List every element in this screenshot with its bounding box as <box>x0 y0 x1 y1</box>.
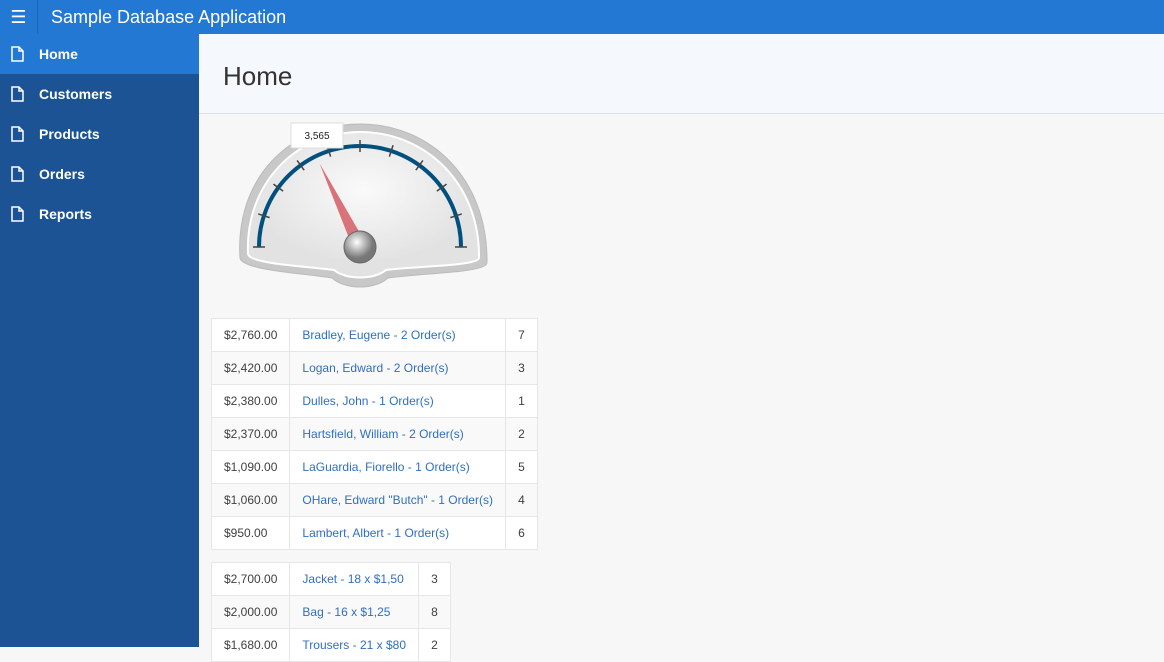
link-cell: Bag - 16 x $1,25 <box>289 595 419 629</box>
row-link[interactable]: Jacket - 18 x $1,50 <box>302 572 404 586</box>
link-cell: Bradley, Eugene - 2 Order(s) <box>289 318 506 352</box>
table-row: $2,700.00 Jacket - 18 x $1,50 3 <box>210 562 451 596</box>
count-cell: 3 <box>504 351 538 385</box>
sidebar-item-reports[interactable]: Reports <box>0 194 199 234</box>
row-link[interactable]: LaGuardia, Fiorello - 1 Order(s) <box>302 460 470 474</box>
sidebar-item-label: Home <box>39 46 78 62</box>
table-row: $2,760.00 Bradley, Eugene - 2 Order(s) 7 <box>210 318 538 352</box>
link-cell: Hartsfield, William - 2 Order(s) <box>289 417 506 451</box>
amount-cell: $1,060.00 <box>210 483 291 517</box>
sidebar-item-label: Reports <box>39 206 92 222</box>
row-link[interactable]: Lambert, Albert - 1 Order(s) <box>302 526 450 540</box>
app-title: Sample Database Application <box>51 6 287 27</box>
amount-cell: $2,760.00 <box>210 318 291 352</box>
sidebar: Home Customers Products Orders Reports <box>0 34 199 647</box>
table-row: $1,060.00 OHare, Edward "Butch" - 1 Order… <box>210 483 538 517</box>
amount-cell: $2,000.00 <box>210 595 291 629</box>
count-cell: 1 <box>504 384 538 418</box>
count-cell: 7 <box>504 318 538 352</box>
page-icon <box>11 206 24 222</box>
amount-cell: $2,420.00 <box>210 351 291 385</box>
row-link[interactable]: Logan, Edward - 2 Order(s) <box>302 361 449 375</box>
gauge-tick <box>415 159 424 171</box>
sidebar-item-orders[interactable]: Orders <box>0 154 199 194</box>
link-cell: Trousers - 21 x $80 <box>289 628 419 662</box>
page-icon <box>11 126 24 142</box>
gauge-tick <box>388 145 394 157</box>
table-row: $2,380.00 Dulles, John - 1 Order(s) 1 <box>210 384 538 418</box>
page-header: Home <box>199 34 1164 114</box>
amount-cell: $2,370.00 <box>210 417 291 451</box>
gauge-tick <box>296 159 305 171</box>
page-icon <box>11 86 24 102</box>
table-row: $2,370.00 Hartsfield, William - 2 Order(s… <box>210 417 538 451</box>
count-cell: 8 <box>418 595 451 629</box>
gauge-tick <box>272 183 284 192</box>
table-row: $1,090.00 LaGuardia, Fiorello - 1 Order(s… <box>210 450 538 484</box>
gauge-value-label: 3,565 <box>304 131 329 142</box>
row-link[interactable]: OHare, Edward "Butch" - 1 Order(s) <box>302 493 493 507</box>
count-cell: 4 <box>504 483 538 517</box>
amount-cell: $1,090.00 <box>210 450 291 484</box>
gauge-tick <box>258 213 270 219</box>
hamburger-icon[interactable]: ☰ <box>0 0 38 34</box>
gauge-chart: 3,565 <box>239 122 488 288</box>
link-cell: OHare, Edward "Butch" - 1 Order(s) <box>289 483 506 517</box>
amount-cell: $1,680.00 <box>210 628 291 662</box>
link-cell: Jacket - 18 x $1,50 <box>289 562 419 596</box>
row-link[interactable]: Bag - 16 x $1,25 <box>302 605 391 619</box>
count-cell: 2 <box>504 417 538 451</box>
count-cell: 6 <box>504 516 538 550</box>
table-row: $950.00 Lambert, Albert - 1 Order(s) 6 <box>210 516 538 550</box>
link-cell: Lambert, Albert - 1 Order(s) <box>289 516 506 550</box>
gauge-tick <box>436 183 448 192</box>
link-cell: Dulles, John - 1 Order(s) <box>289 384 506 418</box>
amount-cell: $2,380.00 <box>210 384 291 418</box>
sidebar-item-customers[interactable]: Customers <box>0 74 199 114</box>
sidebar-item-label: Customers <box>39 86 113 102</box>
products-table: $2,700.00 Jacket - 18 x $1,50 3 $2,000.00 Ba… <box>210 562 451 662</box>
amount-cell: $2,700.00 <box>210 562 291 596</box>
table-row: $2,420.00 Logan, Edward - 2 Order(s) 3 <box>210 351 538 385</box>
sidebar-item-label: Orders <box>39 166 85 182</box>
gauge-needle <box>319 163 367 251</box>
row-link[interactable]: Dulles, John - 1 Order(s) <box>302 394 434 408</box>
count-cell: 2 <box>418 628 451 662</box>
amount-cell: $950.00 <box>210 516 291 550</box>
customers-table: $2,760.00 Bradley, Eugene - 2 Order(s) 7 $2… <box>210 318 538 550</box>
gauge-tick <box>450 213 462 219</box>
table-row: $1,680.00 Trousers - 21 x $80 2 <box>210 628 451 662</box>
table-row: $2,000.00 Bag - 16 x $1,25 8 <box>210 595 451 629</box>
gauge-knob <box>343 230 377 264</box>
link-cell: LaGuardia, Fiorello - 1 Order(s) <box>289 450 506 484</box>
link-cell: Logan, Edward - 2 Order(s) <box>289 351 506 385</box>
count-cell: 5 <box>504 450 538 484</box>
row-link[interactable]: Hartsfield, William - 2 Order(s) <box>302 427 464 441</box>
row-link[interactable]: Trousers - 21 x $80 <box>302 638 406 652</box>
count-cell: 3 <box>418 562 451 596</box>
page-icon <box>11 46 24 62</box>
gauge-value-box <box>290 122 344 149</box>
sidebar-item-products[interactable]: Products <box>0 114 199 154</box>
page-title: Home <box>223 61 293 91</box>
top-bar: ☰ Sample Database Application <box>0 0 1164 34</box>
sidebar-item-home[interactable]: Home <box>0 34 199 74</box>
page-icon <box>11 166 24 182</box>
row-link[interactable]: Bradley, Eugene - 2 Order(s) <box>302 328 456 342</box>
sidebar-item-label: Products <box>39 126 100 142</box>
